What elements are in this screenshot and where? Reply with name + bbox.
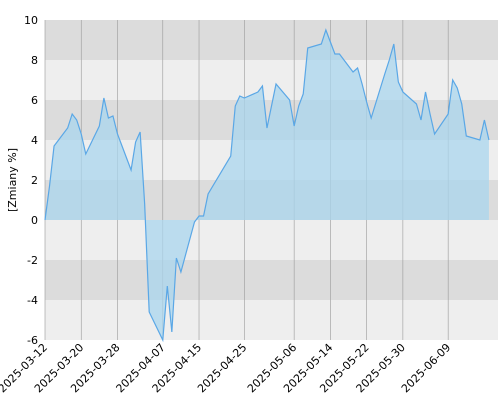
y-tick-label: -6 (27, 334, 38, 347)
x-tick-label: 2025-06-09 (399, 341, 453, 395)
plot-band (45, 300, 498, 340)
plot-band (45, 260, 498, 300)
series-line (44, 28, 490, 343)
y-tick-label: -4 (27, 294, 38, 307)
x-tick-label: 2025-04-25 (195, 341, 249, 395)
plot-band (45, 220, 498, 260)
y-tick-label: 8 (31, 54, 38, 67)
y-tick-label: 4 (31, 134, 38, 147)
y-axis: -6 -4 -2 0 2 4 6 8 10 (24, 14, 38, 347)
y-tick-label: 2 (31, 174, 38, 187)
plot-band (45, 60, 498, 100)
y-axis-title: [Zmiany %] (6, 148, 19, 212)
plot-band (45, 20, 498, 60)
y-tick-label: 6 (31, 94, 38, 107)
x-axis: 2025-03-122025-03-202025-03-282025-04-07… (0, 341, 453, 395)
y-tick-label: 0 (31, 214, 38, 227)
series-area (45, 30, 489, 340)
y-tick-label: 10 (24, 14, 38, 27)
y-tick-label: -2 (27, 254, 38, 267)
series-layer (44, 28, 490, 343)
